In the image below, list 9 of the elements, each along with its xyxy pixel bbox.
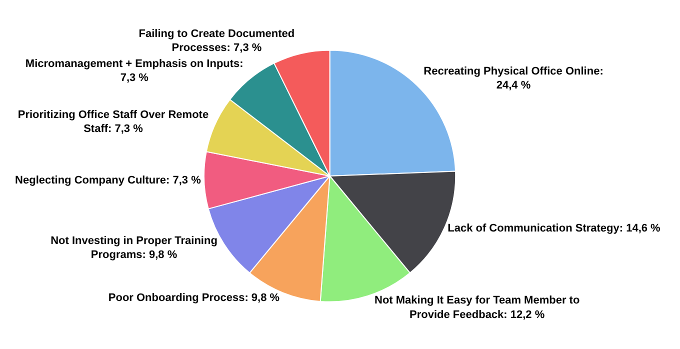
- slice-label: Failing to Create Documented Processes: 7,3 %: [138, 28, 295, 54]
- slice-label: Poor Onboarding Process: 9,8 %: [108, 292, 280, 304]
- slice-label: Neglecting Company Culture: 7,3 %: [15, 174, 202, 186]
- slice-label: Not Making It Easy for Team Member to Provide Feedback: 12,2 %: [374, 294, 580, 321]
- slice-label: Micromanagement + Emphasis on Inputs: 7,3 %: [25, 58, 244, 84]
- slice-label: Not Investing in Proper Training Programs: 9,8 %: [50, 234, 218, 262]
- slice-label: Prioritizing Office Staff Over Remote Staff: 7,3 %: [18, 108, 209, 136]
- slice-label: Lack of Communication Strategy: 14,6 %: [448, 222, 661, 234]
- slice-label: Recreating Physical Office Online: 24,4 %: [424, 65, 604, 92]
